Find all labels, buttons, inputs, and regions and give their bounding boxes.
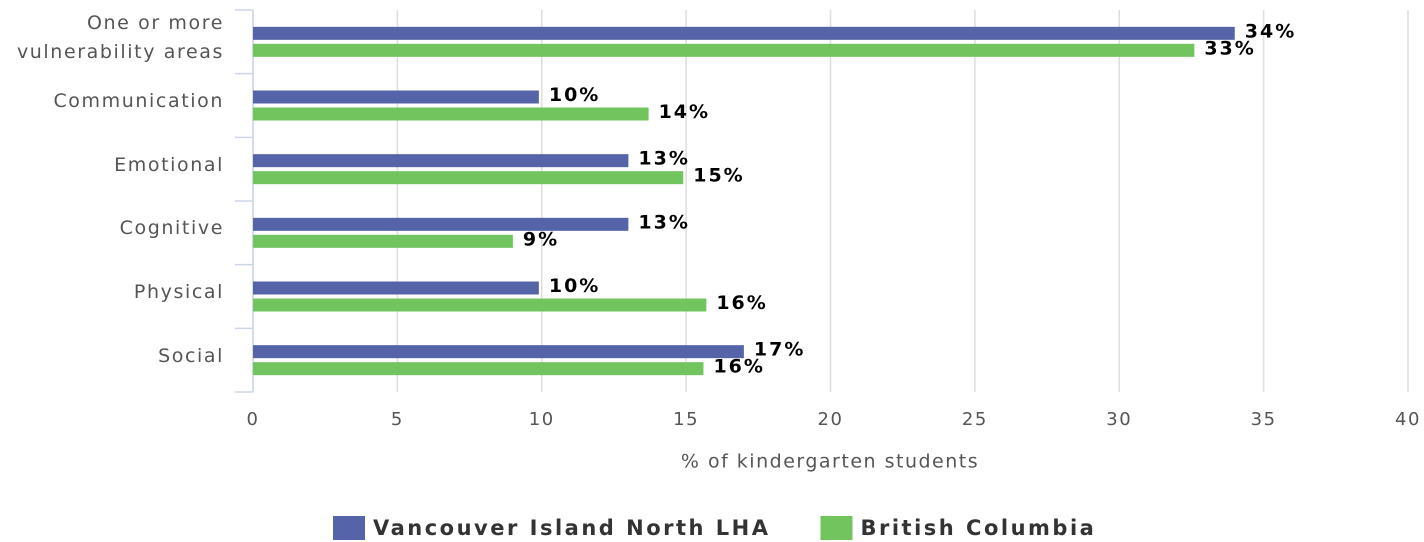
y-tick-label: Social bbox=[158, 344, 224, 367]
x-tick-label: 5 bbox=[391, 409, 404, 430]
value-label: 10% bbox=[549, 84, 600, 106]
value-label: 17% bbox=[754, 339, 805, 361]
y-tick-label: Communication bbox=[53, 90, 224, 112]
x-tick-label: 30 bbox=[1106, 409, 1132, 430]
x-tick-label: 15 bbox=[673, 409, 699, 430]
value-label: 9% bbox=[523, 228, 559, 250]
bar bbox=[253, 281, 539, 295]
value-label: 13% bbox=[638, 148, 689, 170]
bar bbox=[253, 90, 539, 104]
value-label: 34% bbox=[1245, 20, 1296, 42]
bar bbox=[253, 107, 649, 121]
y-tick-label: Cognitive bbox=[119, 217, 224, 240]
bar bbox=[253, 26, 1235, 40]
value-label: 15% bbox=[693, 165, 744, 187]
y-tick-label: Emotional bbox=[114, 153, 224, 176]
y-tick-label: One or more vulnerability areas bbox=[16, 11, 224, 63]
bar bbox=[253, 154, 629, 168]
value-label: 16% bbox=[713, 356, 764, 378]
legend-swatch bbox=[820, 516, 853, 540]
bar bbox=[253, 234, 513, 248]
bar bbox=[253, 345, 744, 359]
value-label: 10% bbox=[549, 275, 600, 297]
legend-swatch bbox=[333, 516, 365, 540]
legend-label: Vancouver Island North LHA bbox=[373, 516, 771, 540]
value-label: 14% bbox=[659, 101, 710, 123]
bar bbox=[253, 43, 1195, 57]
value-label: 16% bbox=[716, 292, 767, 314]
legend-label: British Columbia bbox=[861, 516, 1097, 540]
bar bbox=[253, 298, 707, 312]
x-tick-label: 35 bbox=[1251, 409, 1277, 430]
value-label: 13% bbox=[638, 211, 689, 233]
value-label: 33% bbox=[1204, 37, 1255, 59]
x-tick-label: 0 bbox=[247, 409, 260, 430]
x-tick-label: 10 bbox=[529, 409, 555, 430]
bar bbox=[253, 171, 684, 185]
x-tick-label: 20 bbox=[818, 409, 844, 430]
bar bbox=[253, 362, 704, 376]
x-tick-label: 25 bbox=[962, 409, 988, 430]
x-tick-label: 40 bbox=[1395, 409, 1421, 430]
y-tick-label: Physical bbox=[133, 281, 224, 303]
bar bbox=[253, 217, 629, 231]
x-axis-title: % of kindergarten students bbox=[681, 451, 979, 473]
